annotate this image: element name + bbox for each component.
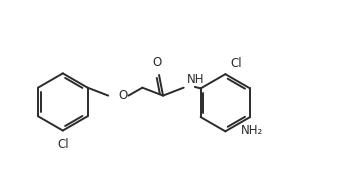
Text: O: O: [153, 56, 162, 69]
Text: NH: NH: [186, 73, 204, 86]
Text: O: O: [119, 89, 128, 102]
Text: Cl: Cl: [57, 138, 69, 151]
Text: Cl: Cl: [230, 57, 242, 70]
Text: NH₂: NH₂: [241, 124, 263, 137]
